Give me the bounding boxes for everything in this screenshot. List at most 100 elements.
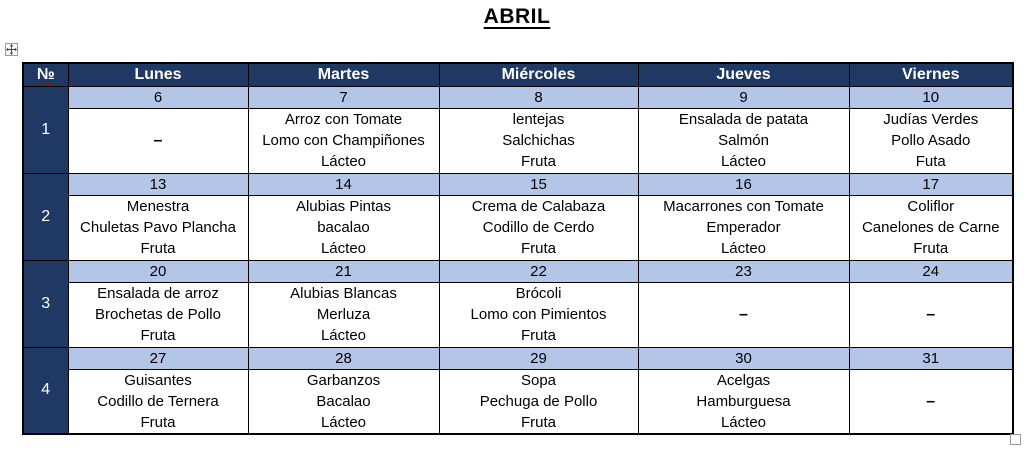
day-date-cell[interactable]: 16 <box>637 172 850 196</box>
menu-line: Canelones de Carne <box>861 219 1000 236</box>
day-menu-cell[interactable]: – <box>67 107 249 174</box>
day-date-cell[interactable]: 7 <box>247 85 440 109</box>
menu-line: Fruta <box>140 240 176 257</box>
day-date-cell[interactable]: 24 <box>848 259 1014 283</box>
table-move-handle[interactable] <box>5 43 18 56</box>
menu-line: Coliflor <box>907 198 955 215</box>
day-date-cell[interactable]: 6 <box>67 85 249 109</box>
day-menu-cell[interactable]: Acelgas Hamburguesa Lácteo <box>637 368 850 435</box>
menu-line: Ensalada de patata <box>678 111 809 128</box>
day-date-cell[interactable]: 13 <box>67 172 249 196</box>
menu-line: – <box>926 306 936 323</box>
day-menu-cell[interactable]: lentejas Salchichas Fruta <box>438 107 639 174</box>
week-number-cell[interactable]: 3 <box>22 259 69 348</box>
day-menu-cell[interactable]: Alubias Pintas bacalao Lácteo <box>247 194 440 261</box>
menu-line: Fruta <box>520 413 556 431</box>
menu-line: Acelgas <box>716 371 771 389</box>
day-menu-cell[interactable]: Coliflor Canelones de Carne Fruta <box>848 194 1014 261</box>
menu-line: Lomo con Champiñones <box>262 132 425 149</box>
week-menu-row: Ensalada de arroz Brochetas de Pollo Fruta… <box>23 281 1014 348</box>
menu-line: Salmón <box>718 132 769 149</box>
menu-line: Brócoli <box>515 285 562 302</box>
menu-line: Alubias Blancas <box>290 285 397 302</box>
day-menu-cell[interactable]: Ensalada de arroz Brochetas de Pollo Fruta <box>67 281 249 348</box>
menu-line: Hamburguesa <box>696 392 791 410</box>
day-date-cell[interactable]: 23 <box>637 259 850 283</box>
menu-table: № Lunes Martes Miércoles Jueves Viernes … <box>22 62 1014 435</box>
menu-line: Bacalao <box>316 392 371 410</box>
menu-line: Sopa <box>520 371 557 389</box>
table-resize-handle[interactable] <box>1010 434 1021 445</box>
week-date-row: 4 27 28 29 30 31 <box>22 346 1014 435</box>
menu-line: Menestra <box>126 198 190 215</box>
menu-line: lentejas <box>512 111 565 128</box>
menu-line: Lácteo <box>720 240 767 257</box>
day-menu-cell[interactable]: – <box>848 368 1014 435</box>
day-menu-cell[interactable]: Macarrones con Tomate Emperador Lácteo <box>637 194 850 261</box>
menu-line: Lácteo <box>720 413 767 431</box>
menu-line: Emperador <box>706 219 781 236</box>
page-title[interactable]: ABRIL <box>22 5 1012 29</box>
header-cell-viernes[interactable]: Viernes <box>848 62 1014 87</box>
day-menu-cell[interactable]: – <box>848 281 1014 348</box>
day-menu-cell[interactable]: Alubias Blancas Merluza Lácteo <box>247 281 440 348</box>
day-date-cell[interactable]: 17 <box>848 172 1014 196</box>
day-menu-cell[interactable]: Crema de Calabaza Codillo de Cerdo Fruta <box>438 194 639 261</box>
menu-line: Salchichas <box>502 132 575 149</box>
header-cell-jueves[interactable]: Jueves <box>637 62 850 87</box>
menu-line: Futa <box>915 153 946 170</box>
page-title-text: ABRIL <box>483 5 551 28</box>
day-date-cell[interactable]: 20 <box>67 259 249 283</box>
day-date-cell[interactable]: 29 <box>438 346 639 370</box>
menu-line: Judías Verdes <box>883 111 979 128</box>
table-move-handle-icon <box>6 44 17 55</box>
day-menu-cell[interactable]: Garbanzos Bacalao Lácteo <box>247 368 440 435</box>
header-cell-numero[interactable]: № <box>22 62 69 87</box>
menu-line: Lácteo <box>320 240 367 257</box>
day-menu-cell[interactable]: Sopa Pechuga de Pollo Fruta <box>438 368 639 435</box>
day-menu-cell[interactable]: Judías Verdes Pollo Asado Futa <box>848 107 1014 174</box>
day-date-cell[interactable]: 27 <box>67 346 249 370</box>
header-cell-miercoles[interactable]: Miércoles <box>438 62 639 87</box>
menu-line: Lácteo <box>320 327 367 344</box>
day-date-cell[interactable]: 9 <box>637 85 850 109</box>
week-number-cell[interactable]: 1 <box>22 85 69 174</box>
menu-line: Codillo de Cerdo <box>482 219 595 236</box>
menu-table-header: № Lunes Martes Miércoles Jueves Viernes <box>22 62 1014 87</box>
menu-line: Chuletas Pavo Plancha <box>80 219 236 236</box>
menu-line: – <box>153 132 163 149</box>
day-date-cell[interactable]: 10 <box>848 85 1014 109</box>
day-menu-cell[interactable]: Ensalada de patata Salmón Lácteo <box>637 107 850 174</box>
week-menu-row: – Arroz con Tomate Lomo con Champiñones Lác… <box>23 107 1014 174</box>
day-menu-cell[interactable]: Brócoli Lomo con Pimientos Fruta <box>438 281 639 348</box>
day-date-cell[interactable]: 22 <box>438 259 639 283</box>
header-cell-lunes[interactable]: Lunes <box>67 62 249 87</box>
menu-line: Lácteo <box>720 153 767 170</box>
day-menu-cell[interactable]: Arroz con Tomate Lomo con Champiñones Láct… <box>247 107 440 174</box>
menu-table-body: 1 6 7 8 9 10– Arroz con Tomate Lomo con Champiñ… <box>22 85 1014 435</box>
header-cell-martes[interactable]: Martes <box>247 62 440 87</box>
day-date-cell[interactable]: 14 <box>247 172 440 196</box>
day-menu-cell[interactable]: Menestra Chuletas Pavo Plancha Fruta <box>67 194 249 261</box>
numero-label: № <box>36 65 55 83</box>
day-date-cell[interactable]: 28 <box>247 346 440 370</box>
day-date-cell[interactable]: 15 <box>438 172 639 196</box>
day-date-cell[interactable]: 8 <box>438 85 639 109</box>
menu-line: Garbanzos <box>306 371 381 389</box>
week-number-cell[interactable]: 2 <box>22 172 69 261</box>
day-date-cell[interactable]: 21 <box>247 259 440 283</box>
week-menu-row: Menestra Chuletas Pavo Plancha Fruta Alubia… <box>23 194 1014 261</box>
menu-line: Pollo Asado <box>891 132 971 149</box>
week-number-cell[interactable]: 4 <box>22 346 69 435</box>
menu-line: Alubias Pintas <box>295 198 392 215</box>
menu-line: Fruta <box>520 327 556 344</box>
week-date-row: 3 20 21 22 23 24 <box>22 259 1014 348</box>
day-date-cell[interactable]: 30 <box>637 346 850 370</box>
day-menu-cell[interactable]: – <box>637 281 850 348</box>
menu-line: Crema de Calabaza <box>471 198 606 215</box>
week-menu-row: Guisantes Codillo de Ternera Fruta Garbanzo… <box>23 368 1014 435</box>
menu-line: bacalao <box>317 219 370 236</box>
day-menu-cell[interactable]: Guisantes Codillo de Ternera Fruta <box>67 368 249 435</box>
day-date-cell[interactable]: 31 <box>848 346 1014 370</box>
